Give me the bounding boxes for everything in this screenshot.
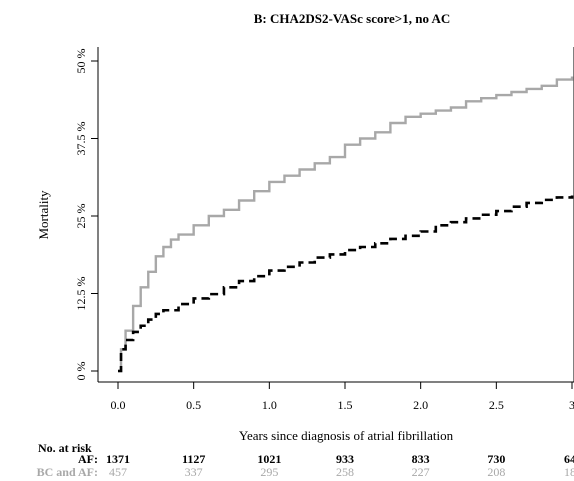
risk-value: 1021	[257, 452, 281, 466]
risk-value: 208	[487, 465, 505, 479]
risk-value: 730	[487, 452, 505, 466]
plot-frame	[97, 47, 574, 383]
risk-table: AF: 1371 1127 1021 933 833 730 64 BC and AF: 457 3…	[37, 452, 574, 479]
x-tick-label: 1.0	[262, 398, 277, 412]
risk-row-label: AF:	[78, 452, 98, 466]
risk-value: 457	[109, 465, 127, 479]
x-tick-label: 2.0	[413, 398, 428, 412]
x-tick-label: 2.5	[489, 398, 504, 412]
series-line-solid	[118, 76, 574, 373]
series-line-dashed	[118, 195, 574, 373]
risk-value: 64	[564, 452, 574, 466]
risk-value: 933	[336, 452, 354, 466]
risk-value: 337	[185, 465, 203, 479]
y-axis-label: Mortality	[36, 190, 51, 240]
x-tick-label: 0.0	[111, 398, 126, 412]
y-tick-label: 50 %	[74, 49, 88, 74]
x-axis: 0.0 0.5 1.0 1.5 2.0 2.5 3	[111, 382, 574, 412]
risk-value: 1371	[106, 452, 130, 466]
series-layer	[118, 76, 574, 373]
x-tick-label: 1.5	[338, 398, 353, 412]
y-tick-label: 25 %	[74, 204, 88, 229]
x-axis-label: Years since diagnosis of atrial fibrilla…	[239, 428, 454, 443]
risk-value: 295	[260, 465, 278, 479]
risk-row-label: BC and AF:	[37, 465, 98, 479]
chart-title: B: CHA2DS2-VASc score>1, no AC	[254, 11, 451, 26]
risk-value: 258	[336, 465, 354, 479]
risk-value: 18	[564, 465, 574, 479]
y-axis: 0 % 12.5 % 25 % 37.5 % 50 %	[74, 49, 98, 381]
x-tick-label: 0.5	[186, 398, 201, 412]
y-tick-label: 12.5 %	[74, 277, 88, 311]
risk-value: 227	[412, 465, 430, 479]
y-tick-label: 0 %	[74, 362, 88, 381]
y-tick-label: 37.5 %	[74, 122, 88, 156]
risk-table-heading: No. at risk	[38, 441, 92, 455]
risk-value: 833	[412, 452, 430, 466]
risk-value: 1127	[182, 452, 205, 466]
x-tick-label: 3	[569, 398, 574, 412]
